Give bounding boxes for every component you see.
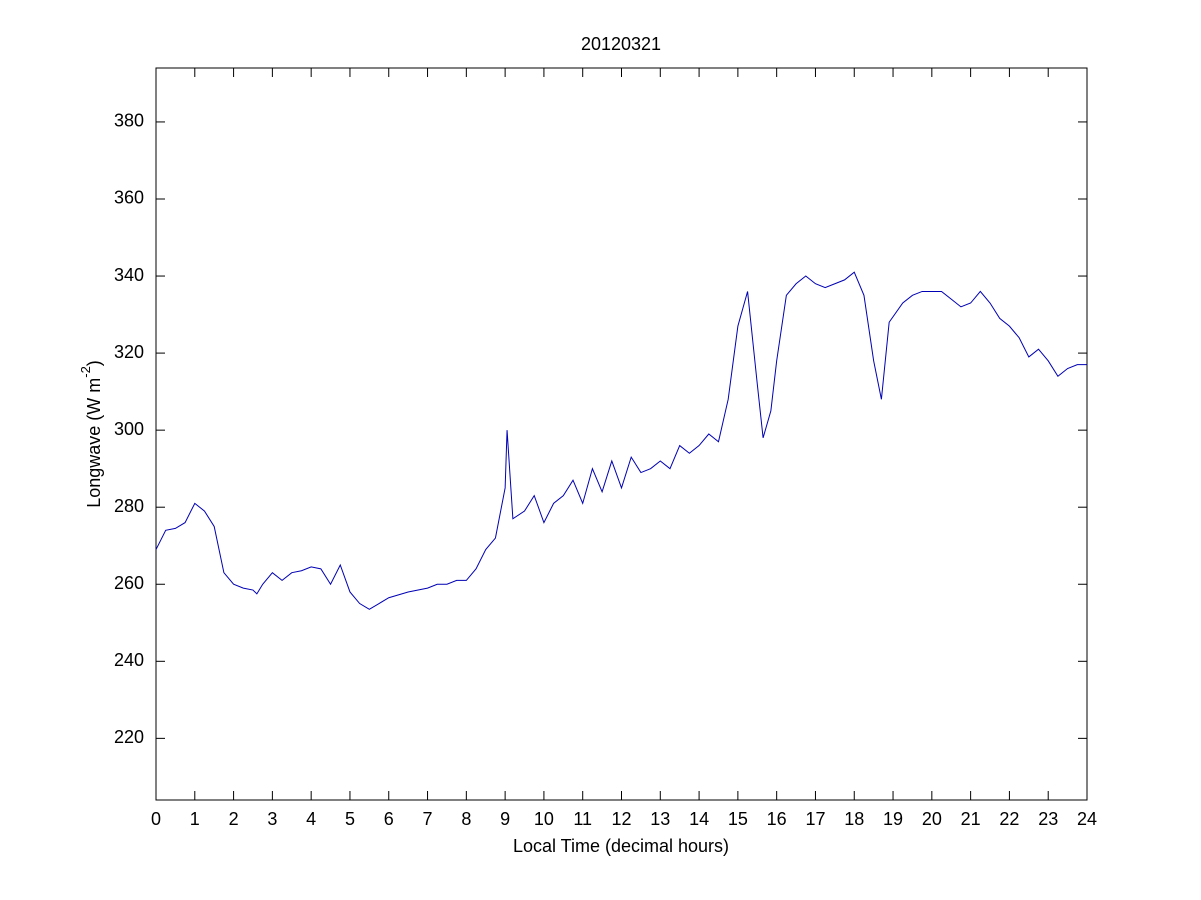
- y-tick-label: 360: [114, 188, 144, 208]
- y-tick-label: 220: [114, 727, 144, 747]
- y-tick-label: 260: [114, 573, 144, 593]
- x-tick-label: 21: [961, 809, 981, 829]
- x-tick-label: 1: [190, 809, 200, 829]
- axes-box: [155, 67, 1088, 801]
- x-tick-label: 18: [844, 809, 864, 829]
- x-tick-label: 23: [1038, 809, 1058, 829]
- x-tick-label: 8: [461, 809, 471, 829]
- y-tick-label: 340: [114, 265, 144, 285]
- x-tick-label: 4: [306, 809, 316, 829]
- x-tick-label: 19: [883, 809, 903, 829]
- x-tick-label: 6: [384, 809, 394, 829]
- x-tick-label: 13: [650, 809, 670, 829]
- x-tick-label: 16: [767, 809, 787, 829]
- x-tick-label: 14: [689, 809, 709, 829]
- x-tick-label: 17: [805, 809, 825, 829]
- x-tick-label: 24: [1077, 809, 1097, 829]
- y-tick-label: 380: [114, 111, 144, 131]
- x-tick-label: 0: [151, 809, 161, 829]
- y-label-part: ): [84, 360, 104, 366]
- x-tick-label: 9: [500, 809, 510, 829]
- x-tick-label: 7: [423, 809, 433, 829]
- y-tick-label: 280: [114, 496, 144, 516]
- x-axis-label: Local Time (decimal hours): [513, 836, 729, 856]
- y-tick-label: 240: [114, 650, 144, 670]
- x-tick-label: 12: [611, 809, 631, 829]
- y-label-part: Longwave (W m: [84, 378, 104, 508]
- x-tick-label: 15: [728, 809, 748, 829]
- y-tick-label: 300: [114, 419, 144, 439]
- y-axis-label: Longwave (W m-2): [78, 360, 103, 508]
- x-tick-label: 11: [573, 809, 592, 829]
- x-tick-label: 20: [922, 809, 942, 829]
- data-line: [155, 271, 1087, 610]
- x-tick-label: 5: [345, 809, 355, 829]
- x-tick-label: 2: [229, 809, 239, 829]
- x-tick-label: 22: [999, 809, 1019, 829]
- y-tick-label: 320: [114, 342, 144, 362]
- y-label-superscript: -2: [78, 366, 93, 378]
- x-tick-label: 3: [267, 809, 277, 829]
- chart-title: 20120321: [581, 34, 661, 54]
- x-tick-label: 10: [534, 809, 554, 829]
